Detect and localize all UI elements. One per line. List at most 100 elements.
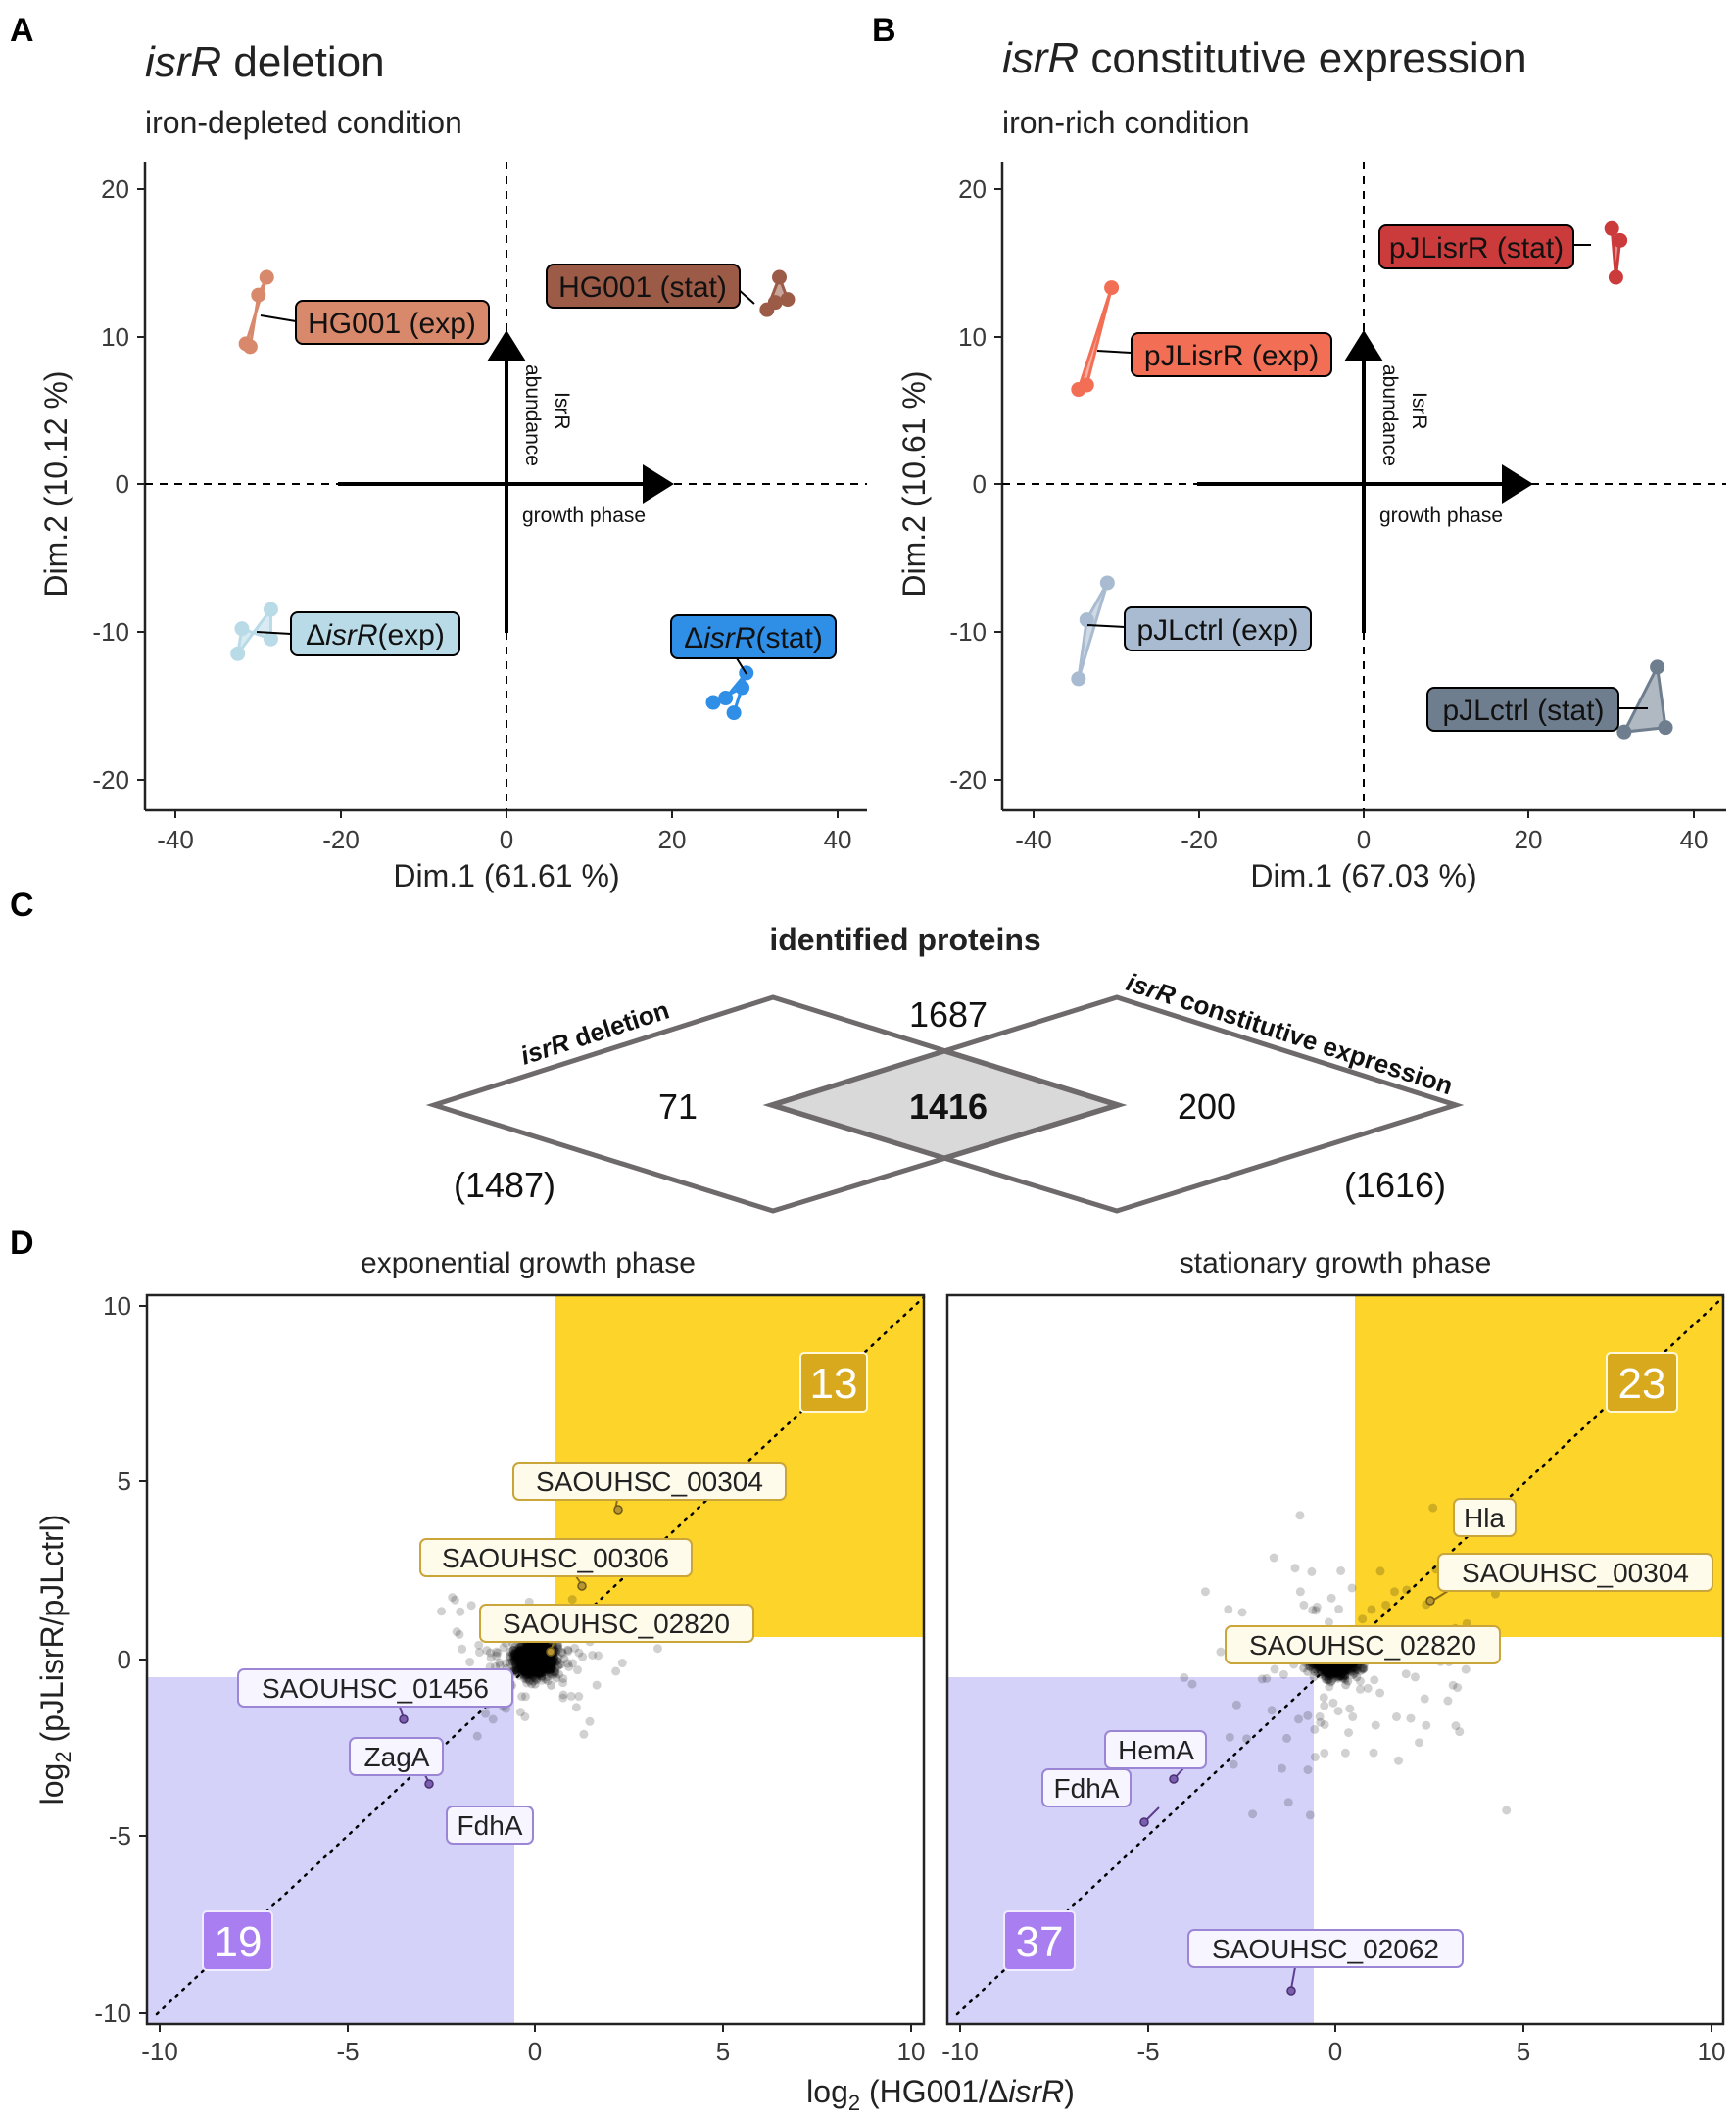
arrow-label-isrr: IsrR	[551, 392, 573, 430]
venn-intersection	[764, 1048, 1126, 1161]
protein-point	[512, 1654, 522, 1663]
protein-point	[534, 1651, 544, 1661]
protein-point	[531, 1650, 541, 1660]
protein-point	[521, 1662, 531, 1672]
y-title-sub: 2	[51, 1751, 75, 1762]
protein-point	[1187, 1679, 1197, 1689]
protein-point	[530, 1652, 540, 1661]
protein-point	[520, 1646, 530, 1656]
protein-point	[538, 1656, 548, 1665]
protein-point	[530, 1641, 540, 1651]
protein-point	[511, 1663, 521, 1673]
protein-point	[536, 1649, 546, 1659]
protein-point	[519, 1647, 529, 1657]
protein-point	[535, 1659, 545, 1668]
protein-point	[535, 1659, 545, 1668]
protein-point	[528, 1655, 538, 1664]
protein-point	[537, 1659, 547, 1668]
pca-point	[1658, 720, 1673, 736]
protein-point	[542, 1661, 552, 1670]
protein-point	[1294, 1714, 1304, 1724]
protein-point	[531, 1650, 541, 1660]
protein-point	[520, 1666, 530, 1676]
label-box-pjlctrl-exp	[1124, 606, 1312, 651]
protein-point	[547, 1658, 556, 1667]
protein-point	[527, 1667, 537, 1677]
protein-point	[585, 1716, 595, 1726]
protein-point	[518, 1650, 528, 1660]
protein-point	[534, 1651, 544, 1661]
protein-point	[538, 1656, 548, 1665]
protein-point	[531, 1673, 541, 1683]
protein-point	[533, 1650, 543, 1660]
protein-point	[530, 1651, 540, 1661]
protein-point	[526, 1655, 536, 1664]
protein-point	[527, 1658, 537, 1667]
scatter-exponential	[147, 1295, 926, 2024]
protein-point	[538, 1654, 548, 1663]
protein-point	[530, 1659, 540, 1668]
protein-point	[552, 1673, 561, 1683]
protein-point	[522, 1649, 532, 1659]
panel-a-title-rest: deletion	[221, 38, 384, 86]
protein-point	[537, 1658, 547, 1667]
protein-point	[531, 1663, 541, 1673]
protein-point	[534, 1667, 544, 1677]
protein-point	[525, 1654, 535, 1663]
protein-point	[531, 1648, 541, 1658]
pca-point	[259, 269, 274, 285]
protein-point	[519, 1663, 529, 1673]
protein-point	[519, 1651, 529, 1661]
protein-point	[537, 1668, 547, 1678]
protein-point	[513, 1652, 523, 1661]
protein-point	[538, 1663, 548, 1673]
protein-point	[540, 1661, 550, 1671]
protein-point	[529, 1651, 539, 1661]
protein-point	[528, 1652, 538, 1661]
protein-point	[524, 1660, 534, 1669]
protein-point	[540, 1659, 550, 1668]
protein-point	[522, 1642, 532, 1652]
protein-point	[538, 1651, 548, 1661]
protein-point	[519, 1667, 529, 1677]
protein-point	[537, 1656, 547, 1665]
protein-point	[525, 1651, 535, 1661]
protein-point	[541, 1654, 551, 1663]
protein-point	[537, 1668, 547, 1678]
protein-point	[529, 1666, 539, 1676]
protein-point	[519, 1666, 529, 1676]
protein-point	[578, 1652, 588, 1661]
protein-point	[536, 1665, 546, 1675]
protein-point	[536, 1648, 546, 1658]
protein-point	[521, 1651, 531, 1661]
protein-point	[531, 1659, 541, 1668]
protein-point	[536, 1644, 546, 1654]
protein-point	[533, 1662, 543, 1672]
protein-point	[534, 1655, 544, 1664]
protein-point	[437, 1607, 447, 1616]
protein-point	[532, 1656, 542, 1665]
protein-point	[537, 1671, 547, 1681]
protein-point	[517, 1664, 527, 1674]
protein-point	[522, 1656, 532, 1665]
protein-point	[531, 1642, 541, 1652]
protein-point	[521, 1662, 531, 1672]
pca-point	[230, 646, 246, 661]
protein-point	[539, 1661, 549, 1671]
protein-point	[523, 1649, 533, 1659]
protein-point	[524, 1659, 534, 1668]
protein-point	[527, 1653, 537, 1662]
protein-point	[520, 1651, 530, 1661]
protein-point	[525, 1658, 535, 1667]
protein-point	[530, 1661, 540, 1671]
protein-point	[536, 1656, 546, 1665]
protein-point	[524, 1645, 534, 1655]
protein-point	[534, 1661, 544, 1671]
protein-point	[535, 1649, 545, 1659]
protein-point	[531, 1661, 541, 1671]
protein-point	[514, 1646, 524, 1656]
protein-point	[513, 1649, 523, 1659]
protein-point	[546, 1661, 555, 1671]
leader-line	[1086, 624, 1126, 628]
protein-point	[530, 1654, 540, 1663]
